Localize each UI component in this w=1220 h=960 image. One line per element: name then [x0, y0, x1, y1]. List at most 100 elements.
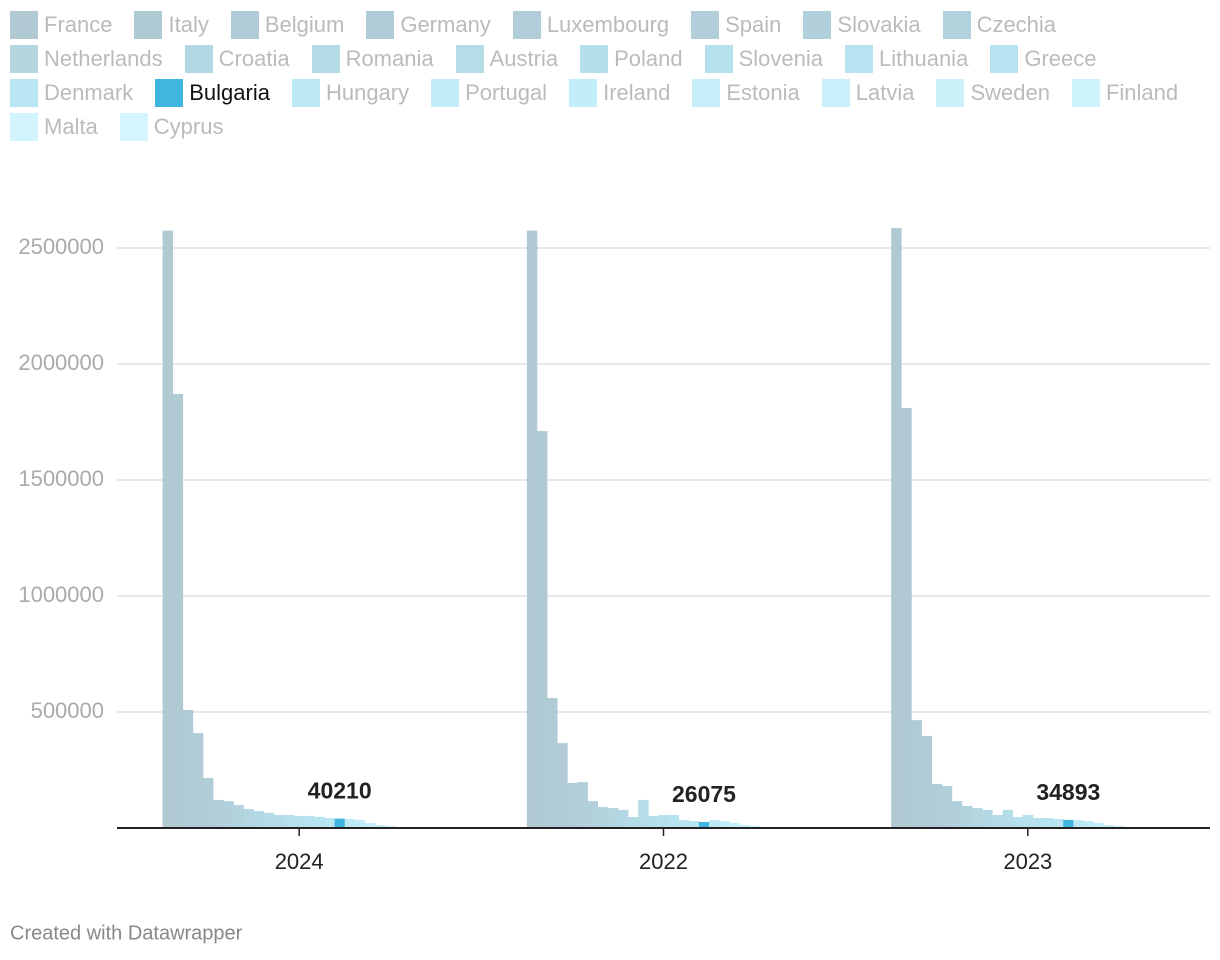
legend-item[interactable]: France [10, 11, 112, 39]
legend-item[interactable]: Netherlands [10, 45, 163, 73]
legend-item[interactable]: Bulgaria [155, 79, 270, 107]
legend-label: Malta [44, 114, 98, 139]
bar [557, 743, 568, 828]
legend-label: Luxembourg [546, 12, 670, 37]
legend-swatch [821, 79, 850, 107]
y-tick-label: 1000000 [18, 582, 104, 607]
legend-item[interactable]: Sweden [936, 79, 1050, 107]
legend-swatch [569, 79, 598, 107]
bar [192, 733, 204, 828]
legend-item[interactable]: Germany [366, 11, 491, 39]
bar [1032, 818, 1044, 828]
bar [324, 818, 335, 828]
legend-swatch [230, 11, 259, 39]
bar [203, 777, 214, 828]
legend-item[interactable]: Hungary [291, 79, 409, 107]
legend-item[interactable]: Estonia [692, 79, 800, 107]
x-tick-label: 2023 [1003, 849, 1052, 874]
legend-swatch [455, 45, 484, 73]
y-tick-label: 1500000 [18, 466, 104, 491]
legend-label: Belgium [264, 12, 345, 37]
legend-item[interactable]: Greece [990, 45, 1096, 73]
legend-label: Germany [400, 12, 491, 37]
legend-item[interactable]: Slovenia [704, 45, 823, 73]
legend-label: Cyprus [153, 114, 224, 139]
bar [364, 822, 376, 828]
legend-item[interactable]: Italy [134, 11, 209, 39]
bar [1053, 818, 1064, 828]
legend-swatch [580, 45, 609, 73]
legend-item[interactable]: Portugal [431, 79, 547, 107]
legend-swatch [1071, 79, 1100, 107]
legend-swatch [10, 11, 38, 39]
bar [951, 801, 963, 828]
legend-swatch [942, 11, 971, 39]
bar [334, 818, 346, 828]
legend-item[interactable]: Denmark [10, 79, 133, 107]
bar [253, 811, 265, 828]
bar [536, 431, 548, 828]
legend-item[interactable]: Latvia [821, 79, 914, 107]
legend-item[interactable]: Poland [580, 45, 683, 73]
legend-item[interactable]: Croatia [184, 45, 290, 73]
bar [273, 815, 285, 828]
y-tick-label: 500000 [31, 698, 104, 723]
bar [375, 824, 386, 828]
legend-item[interactable]: Luxembourg [512, 11, 670, 39]
legend-label: Portugal [465, 80, 548, 105]
bar [344, 818, 356, 828]
bar [749, 825, 760, 828]
bar [1043, 818, 1054, 828]
bar [213, 799, 224, 828]
bar [921, 735, 932, 828]
value-label: 34893 [1036, 779, 1100, 805]
bar [617, 809, 629, 828]
bar [294, 815, 305, 828]
legend-swatch [10, 45, 38, 73]
legend-item[interactable]: Austria [455, 45, 559, 73]
bar [1093, 822, 1105, 828]
bar [1063, 819, 1074, 828]
bar [931, 783, 943, 828]
legend-swatch [184, 45, 213, 73]
legend-item[interactable]: Romania [311, 45, 434, 73]
legend-label: Romania [345, 46, 434, 71]
legend-item[interactable]: Malta [10, 113, 98, 141]
legend-swatch [366, 11, 395, 39]
bar [233, 805, 244, 828]
legend-swatch [155, 79, 184, 107]
bar [962, 805, 973, 828]
bar [1113, 825, 1125, 828]
legend-item[interactable]: Finland [1071, 79, 1178, 107]
legend-label: Greece [1024, 46, 1097, 71]
legend-item[interactable]: Lithuania [845, 45, 968, 73]
legend-swatch [936, 79, 965, 107]
legend-item[interactable]: Slovakia [803, 11, 921, 39]
legend-swatch [691, 11, 720, 39]
bar [587, 801, 599, 828]
legend-item[interactable]: Belgium [230, 11, 345, 39]
legend-swatch [134, 11, 163, 39]
legend-label: Slovakia [837, 12, 921, 37]
value-label: 26075 [672, 781, 736, 807]
bar [526, 230, 538, 829]
bar [891, 228, 902, 829]
bar [911, 720, 922, 828]
bar [1073, 820, 1084, 828]
legend-item[interactable]: Spain [691, 11, 781, 39]
legend-item[interactable]: Ireland [569, 79, 670, 107]
legend-label: Netherlands [44, 46, 163, 71]
bar [577, 782, 588, 828]
legend-label: Ireland [603, 80, 671, 105]
bar [304, 815, 315, 828]
legend-item[interactable]: Czechia [942, 11, 1056, 39]
legend-swatch [990, 45, 1019, 73]
legend: France Italy Belgium Germany Luxembourg Spain… [10, 11, 1215, 141]
legend-swatch [704, 45, 733, 73]
bar [1083, 821, 1094, 828]
bar [678, 820, 690, 828]
bar [972, 808, 983, 828]
legend-item[interactable]: Cyprus [119, 113, 224, 141]
legend-label: Austria [489, 46, 559, 71]
